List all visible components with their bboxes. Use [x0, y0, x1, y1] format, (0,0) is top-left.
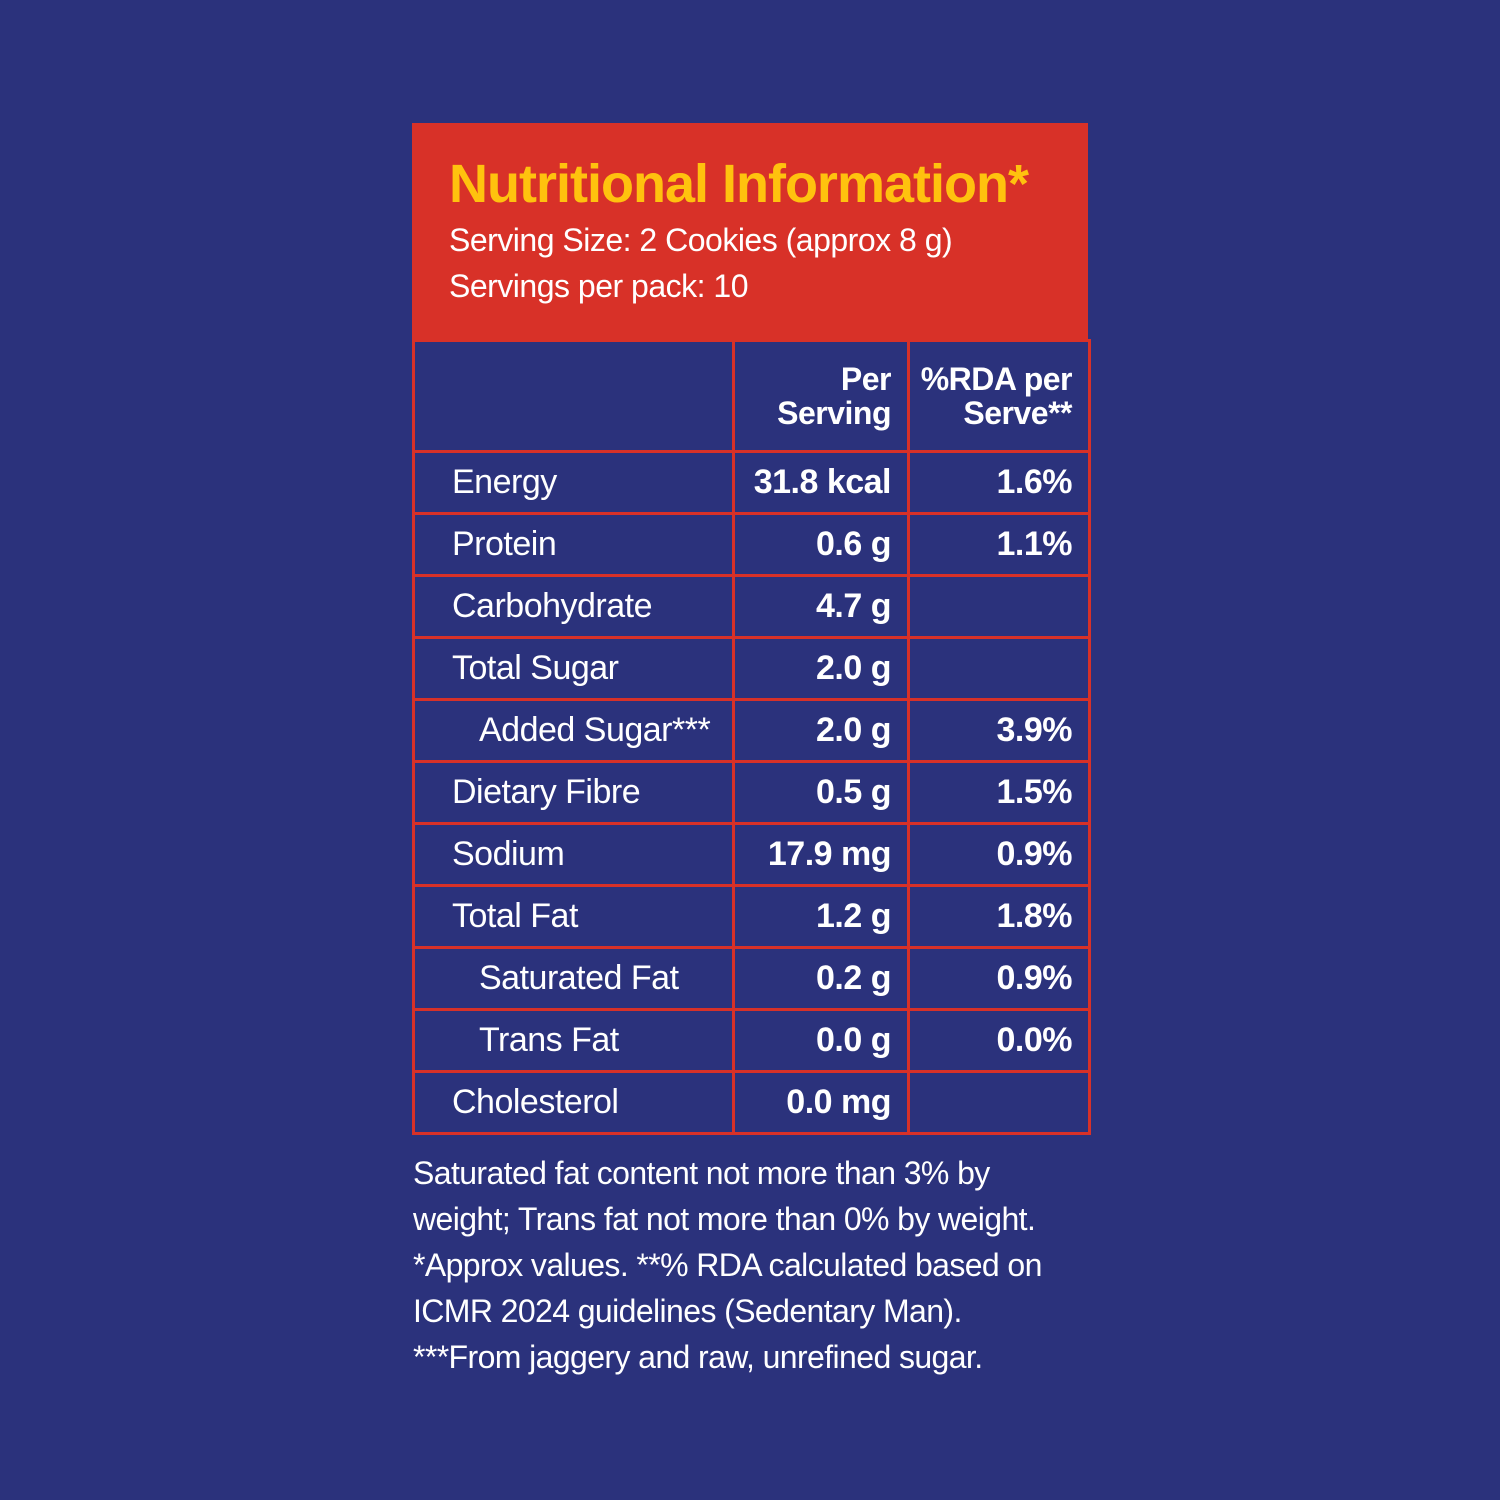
rda-value: [907, 636, 1091, 701]
footnote-line: ICMR 2024 guidelines (Sedentary Man).: [413, 1293, 962, 1329]
footnote-line: weight; Trans fat not more than 0% by we…: [413, 1201, 1036, 1237]
rda-header-line1: %RDA per: [920, 361, 1073, 397]
rda-value: 0.9%: [907, 822, 1091, 887]
per-serving-header-line2: Serving: [777, 395, 891, 431]
rda-value: [907, 574, 1091, 639]
nutrient-column-header: [412, 339, 735, 453]
rda-header-line2: Serve**: [963, 395, 1072, 431]
table-row: Protein 0.6 g 1.1%: [412, 512, 1091, 577]
per-serving-value: 2.0 g: [732, 636, 910, 701]
nutrient-name: Protein: [412, 512, 735, 577]
serving-size: Serving Size: 2 Cookies (approx 8 g): [449, 222, 953, 258]
table-row: Saturated Fat 0.2 g 0.9%: [412, 946, 1091, 1011]
per-serving-value: 0.6 g: [732, 512, 910, 577]
per-serving-value: 2.0 g: [732, 698, 910, 763]
nutrition-header: Nutritional Information* Serving Size: 2…: [412, 123, 1088, 339]
per-serving-value: 0.5 g: [732, 760, 910, 825]
table-row: Total Fat 1.2 g 1.8%: [412, 884, 1091, 949]
rda-value: 0.0%: [907, 1008, 1091, 1073]
rda-value: 1.6%: [907, 450, 1091, 515]
rda-value: 1.1%: [907, 512, 1091, 577]
footnote: Saturated fat content not more than 3% b…: [413, 1150, 1113, 1380]
rda-value: [907, 1070, 1091, 1135]
nutrient-name: Saturated Fat: [412, 946, 735, 1011]
nutrient-name: Dietary Fibre: [412, 760, 735, 825]
table-row: Cholesterol 0.0 mg: [412, 1070, 1091, 1135]
table-row: Carbohydrate 4.7 g: [412, 574, 1091, 639]
table-row: Dietary Fibre 0.5 g 1.5%: [412, 760, 1091, 825]
rda-column-header: %RDA per Serve**: [907, 339, 1091, 453]
table-row: Added Sugar*** 2.0 g 3.9%: [412, 698, 1091, 763]
nutrition-panel: Nutritional Information* Serving Size: 2…: [412, 123, 1091, 1135]
nutrient-name: Total Sugar: [412, 636, 735, 701]
per-serving-value: 0.2 g: [732, 946, 910, 1011]
rda-value: 1.8%: [907, 884, 1091, 949]
per-serving-value: 1.2 g: [732, 884, 910, 949]
servings-per-pack: Servings per pack: 10: [449, 268, 749, 304]
per-serving-value: 17.9 mg: [732, 822, 910, 887]
footnote-line: *Approx values. **% RDA calculated based…: [413, 1247, 1042, 1283]
nutrition-title: Nutritional Information*: [449, 154, 1029, 214]
table-row: Energy 31.8 kcal 1.6%: [412, 450, 1091, 515]
per-serving-value: 4.7 g: [732, 574, 910, 639]
table-header-row: Per Serving %RDA per Serve**: [412, 339, 1091, 453]
rda-value: 0.9%: [907, 946, 1091, 1011]
footnote-line: ***From jaggery and raw, unrefined sugar…: [413, 1339, 983, 1375]
per-serving-header-line1: Per: [840, 361, 892, 397]
table-row: Trans Fat 0.0 g 0.0%: [412, 1008, 1091, 1073]
rda-value: 1.5%: [907, 760, 1091, 825]
per-serving-column-header: Per Serving: [732, 339, 910, 453]
per-serving-value: 0.0 mg: [732, 1070, 910, 1135]
nutrient-name: Added Sugar***: [412, 698, 735, 763]
nutrient-name: Total Fat: [412, 884, 735, 949]
table-row: Sodium 17.9 mg 0.9%: [412, 822, 1091, 887]
rda-value: 3.9%: [907, 698, 1091, 763]
per-serving-value: 0.0 g: [732, 1008, 910, 1073]
nutrient-name: Cholesterol: [412, 1070, 735, 1135]
nutrient-name: Sodium: [412, 822, 735, 887]
footnote-line: Saturated fat content not more than 3% b…: [413, 1155, 990, 1191]
nutrient-name: Carbohydrate: [412, 574, 735, 639]
nutrient-name: Energy: [412, 450, 735, 515]
nutrition-table: Per Serving %RDA per Serve** Energy 31.8…: [412, 339, 1091, 1135]
nutrient-name: Trans Fat: [412, 1008, 735, 1073]
per-serving-value: 31.8 kcal: [732, 450, 910, 515]
table-row: Total Sugar 2.0 g: [412, 636, 1091, 701]
